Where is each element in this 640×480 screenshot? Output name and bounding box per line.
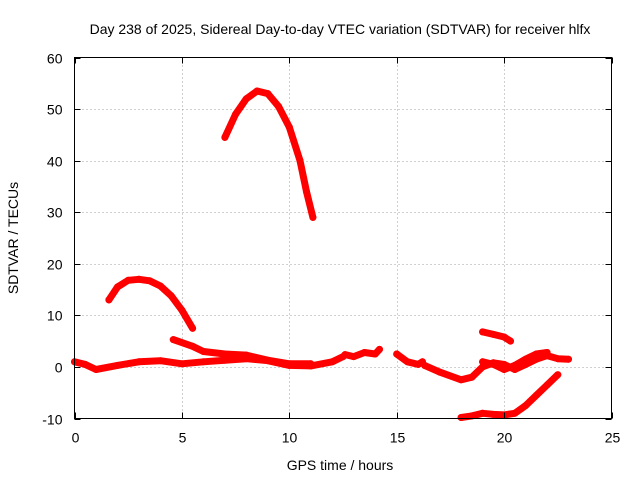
plot-frame	[74, 57, 612, 419]
data-point	[479, 328, 487, 336]
data-point	[178, 360, 186, 368]
data-point	[275, 103, 283, 110]
y-tick-label: 30	[47, 205, 63, 221]
data-point	[146, 277, 154, 285]
y-tick-label: 20	[47, 257, 63, 273]
data-point	[421, 361, 429, 369]
x-tick-label: 20	[497, 430, 513, 446]
data-point	[92, 366, 100, 373]
data-point	[189, 324, 197, 332]
y-tick-label: 10	[47, 308, 63, 324]
x-tick-label: 5	[179, 430, 187, 446]
data-point	[489, 410, 497, 418]
data-point	[565, 355, 572, 363]
data-point	[522, 402, 530, 410]
data-point	[479, 409, 487, 417]
data-point	[156, 357, 164, 365]
x-tick-label: 15	[390, 430, 406, 446]
data-point	[309, 213, 317, 221]
data-point	[543, 381, 551, 389]
axis-ticks: 0 5 10 15 20 25 -10 0 10 20 30 40 50 60	[42, 51, 620, 446]
data-point	[114, 283, 121, 291]
data-point	[135, 275, 143, 283]
data-point	[221, 350, 229, 358]
data-point	[489, 330, 497, 338]
data-point	[242, 351, 250, 359]
data-point	[307, 360, 315, 368]
data-point	[189, 342, 197, 350]
data-point	[436, 368, 444, 376]
series-segment-8	[479, 328, 514, 345]
grid	[74, 57, 612, 419]
data-point	[167, 292, 175, 300]
data-point	[285, 123, 293, 131]
data-point	[135, 358, 143, 366]
data-point	[511, 361, 519, 369]
y-axis-label: SDTVAR / TECUs	[5, 182, 21, 294]
data-point	[500, 333, 508, 341]
series-arc-2	[221, 87, 317, 221]
data-point	[376, 345, 383, 353]
data-point	[532, 350, 540, 358]
data-point	[285, 360, 293, 368]
data-point	[221, 356, 229, 364]
data-point	[468, 412, 476, 420]
data-point	[221, 133, 229, 141]
data-point	[403, 358, 411, 366]
data-point	[543, 349, 551, 356]
data-point	[303, 188, 310, 196]
series-segment-9	[457, 371, 562, 421]
x-tick-label: 25	[605, 430, 621, 446]
data-point	[361, 349, 368, 356]
data-point	[169, 336, 177, 344]
y-tick-label: 50	[47, 102, 63, 118]
data-series	[71, 87, 572, 421]
data-point	[500, 366, 508, 373]
data-point	[264, 356, 272, 364]
data-point	[554, 371, 562, 379]
data-point	[124, 276, 132, 284]
data-point	[457, 414, 465, 421]
y-tick-label: 60	[47, 51, 63, 67]
y-tick-label: 0	[55, 360, 63, 376]
data-point	[511, 409, 519, 417]
y-tick-label: -10	[42, 412, 62, 428]
chart-title: Day 238 of 2025, Sidereal Day-to-day VTE…	[90, 21, 591, 37]
data-point	[264, 90, 272, 98]
data-point	[468, 373, 476, 381]
data-point	[81, 360, 89, 368]
data-point	[199, 358, 207, 366]
data-point	[532, 391, 540, 399]
data-point	[242, 95, 250, 103]
data-point	[114, 361, 121, 369]
data-point	[296, 157, 304, 165]
x-tick-label: 0	[72, 430, 80, 446]
data-point	[232, 110, 240, 118]
data-point	[253, 87, 261, 95]
data-point	[507, 337, 514, 345]
data-point	[328, 358, 336, 366]
data-point	[156, 282, 164, 290]
data-point	[457, 376, 465, 384]
data-point	[371, 350, 379, 358]
x-axis-label: GPS time / hours	[287, 457, 394, 473]
data-point	[350, 353, 358, 361]
data-point	[341, 351, 349, 359]
data-point	[489, 360, 497, 368]
data-point	[522, 355, 530, 363]
data-point	[178, 306, 186, 314]
x-tick-label: 10	[282, 430, 298, 446]
data-point	[199, 348, 207, 355]
data-point	[105, 296, 113, 304]
data-point	[393, 350, 401, 358]
data-point	[479, 358, 487, 366]
y-tick-label: 40	[47, 154, 63, 170]
data-point	[554, 355, 562, 363]
